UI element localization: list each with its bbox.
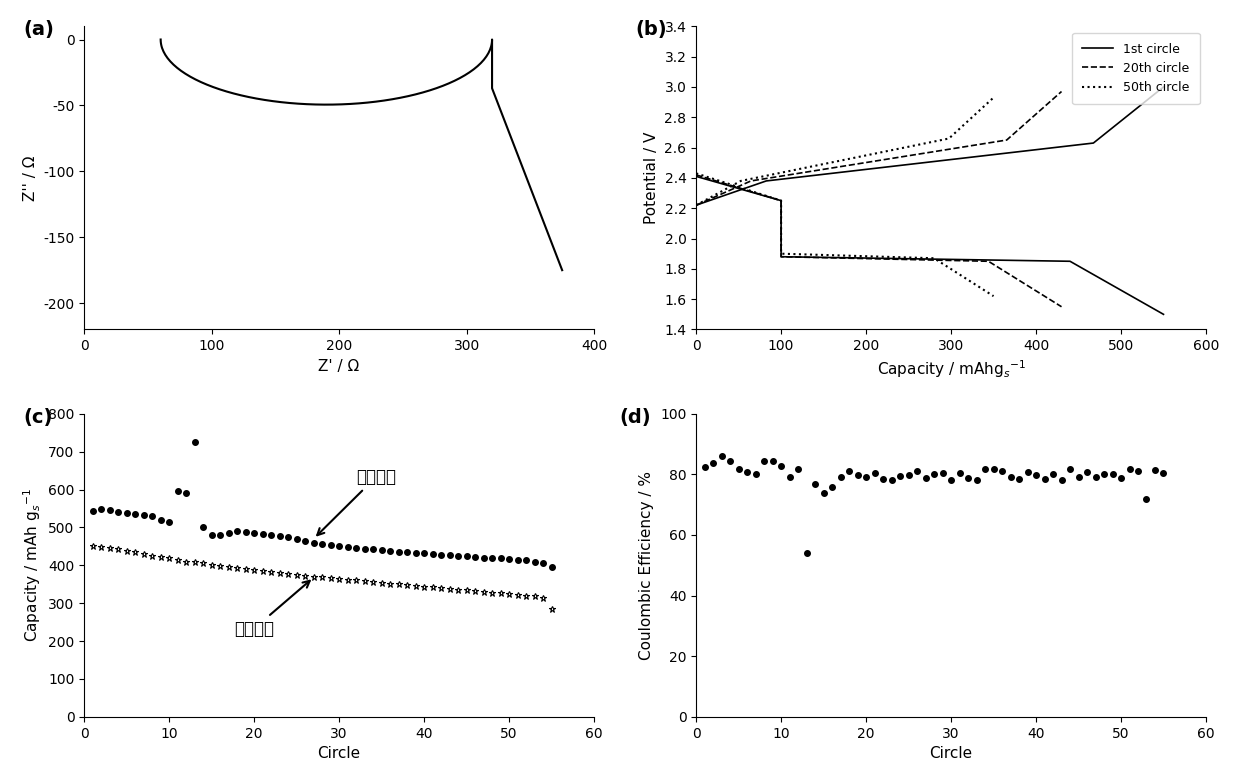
X-axis label: Circle: Circle [317, 746, 361, 761]
charge [205, 531, 219, 540]
Text: (d): (d) [620, 407, 651, 427]
1st circle [1075, 264, 1090, 273]
Text: (a): (a) [24, 20, 53, 39]
discharge [536, 593, 551, 602]
Y-axis label: Capacity / mAh g$_s$$^{-1}$: Capacity / mAh g$_s$$^{-1}$ [21, 488, 42, 642]
charge [170, 486, 185, 496]
charge [264, 530, 279, 540]
X-axis label: Z' / Ω: Z' / Ω [319, 359, 360, 374]
20th circle [956, 256, 971, 265]
Text: 充电容量: 充电容量 [317, 468, 396, 535]
20th circle [761, 192, 776, 202]
Y-axis label: Z'' / Ω: Z'' / Ω [22, 155, 37, 201]
1st circle [784, 252, 799, 261]
charge [136, 510, 151, 519]
Text: (b): (b) [635, 20, 667, 39]
Line: charge: charge [91, 439, 554, 570]
1st circle [688, 172, 703, 181]
50th circle [867, 252, 882, 261]
20th circle [688, 170, 703, 180]
discharge [494, 589, 508, 598]
Y-axis label: Coulombic Efficiency / %: Coulombic Efficiency / % [640, 471, 655, 660]
charge [536, 558, 551, 568]
X-axis label: Circle: Circle [930, 746, 972, 761]
X-axis label: Capacity / mAhg$_s$$^{-1}$: Capacity / mAhg$_s$$^{-1}$ [877, 359, 1025, 381]
20th circle [991, 263, 1006, 272]
discharge [255, 566, 270, 576]
Y-axis label: Potential / V: Potential / V [644, 131, 658, 224]
discharge [196, 558, 211, 568]
1st circle [950, 255, 965, 264]
discharge [170, 555, 185, 565]
50th circle [761, 192, 776, 202]
Line: 20th circle: 20th circle [696, 175, 1061, 307]
50th circle [688, 169, 703, 178]
20th circle [781, 252, 796, 261]
charge [502, 554, 517, 564]
20th circle [900, 255, 915, 264]
1st circle [1143, 303, 1158, 312]
50th circle [909, 253, 924, 263]
Line: discharge: discharge [89, 543, 556, 612]
Text: 放电容量: 放电容量 [234, 581, 310, 637]
Line: 50th circle: 50th circle [696, 174, 993, 296]
50th circle [986, 292, 1001, 301]
1st circle [1028, 256, 1043, 265]
20th circle [1054, 302, 1069, 311]
discharge [136, 549, 151, 558]
discharge [544, 604, 559, 614]
charge [544, 562, 559, 572]
discharge [86, 542, 100, 551]
20th circle [1044, 296, 1059, 305]
Text: (c): (c) [24, 407, 52, 427]
charge [86, 507, 100, 516]
Legend: 1st circle, 20th circle, 50th circle: 1st circle, 20th circle, 50th circle [1073, 33, 1200, 104]
50th circle [779, 249, 794, 259]
50th circle [978, 286, 993, 296]
1st circle [761, 192, 776, 202]
50th circle [935, 259, 950, 268]
charge [187, 437, 202, 447]
Line: 1st circle: 1st circle [696, 177, 1163, 314]
1st circle [1156, 310, 1171, 319]
